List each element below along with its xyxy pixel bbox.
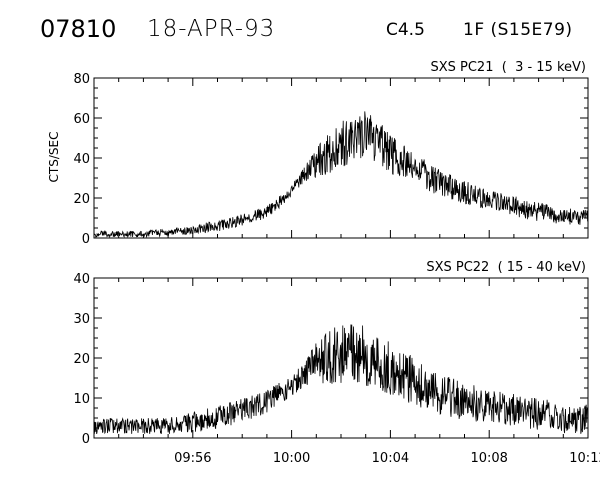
panel-title: SXS PC22 ( 15 - 40 keV) bbox=[426, 260, 586, 275]
y-axis-label: CTS/SEC bbox=[47, 132, 61, 183]
x-tick-label: 09:56 bbox=[174, 451, 211, 466]
plot-panel-pc21: SXS PC21 ( 3 - 15 keV) CTS/SEC 0 20 40 60 80 bbox=[47, 60, 589, 247]
y-tick-label: 40 bbox=[73, 272, 90, 287]
y-tick-label: 30 bbox=[73, 312, 90, 327]
y-tick-label: 10 bbox=[73, 392, 90, 407]
goes-class: C4.5 bbox=[386, 20, 425, 40]
x-tick-label: 10:08 bbox=[470, 451, 507, 466]
y-tick-label: 40 bbox=[73, 152, 90, 167]
x-tick-label: 10:04 bbox=[372, 451, 409, 466]
event-date: 18-APR-93 bbox=[147, 16, 276, 42]
panel-title: SXS PC21 ( 3 - 15 keV) bbox=[430, 60, 586, 75]
plot-frame bbox=[93, 277, 589, 439]
plot-panel-pc22: SXS PC22 ( 15 - 40 keV) 0 10 20 30 40 09:56 1… bbox=[73, 260, 600, 466]
y-tick-label: 20 bbox=[73, 352, 90, 367]
flare-designation: 1F (S15E79) bbox=[463, 20, 573, 40]
plot-frame bbox=[93, 77, 589, 239]
x-tick-labels: 09:56 10:00 10:04 10:08 10:12 bbox=[174, 451, 600, 466]
y-tick-label: 20 bbox=[73, 192, 90, 207]
y-tick-label: 0 bbox=[82, 232, 90, 247]
y-tick-label: 80 bbox=[73, 72, 90, 87]
series-line bbox=[93, 324, 589, 435]
y-tick-labels: 0 10 20 30 40 bbox=[73, 272, 90, 447]
event-number: 07810 bbox=[40, 15, 117, 43]
y-tick-label: 0 bbox=[82, 432, 90, 447]
y-tick-label: 60 bbox=[73, 112, 90, 127]
x-tick-label: 10:12 bbox=[569, 451, 600, 466]
x-tick-label: 10:00 bbox=[273, 451, 310, 466]
y-tick-labels: 0 20 40 60 80 bbox=[73, 72, 90, 247]
series-line bbox=[93, 111, 589, 239]
